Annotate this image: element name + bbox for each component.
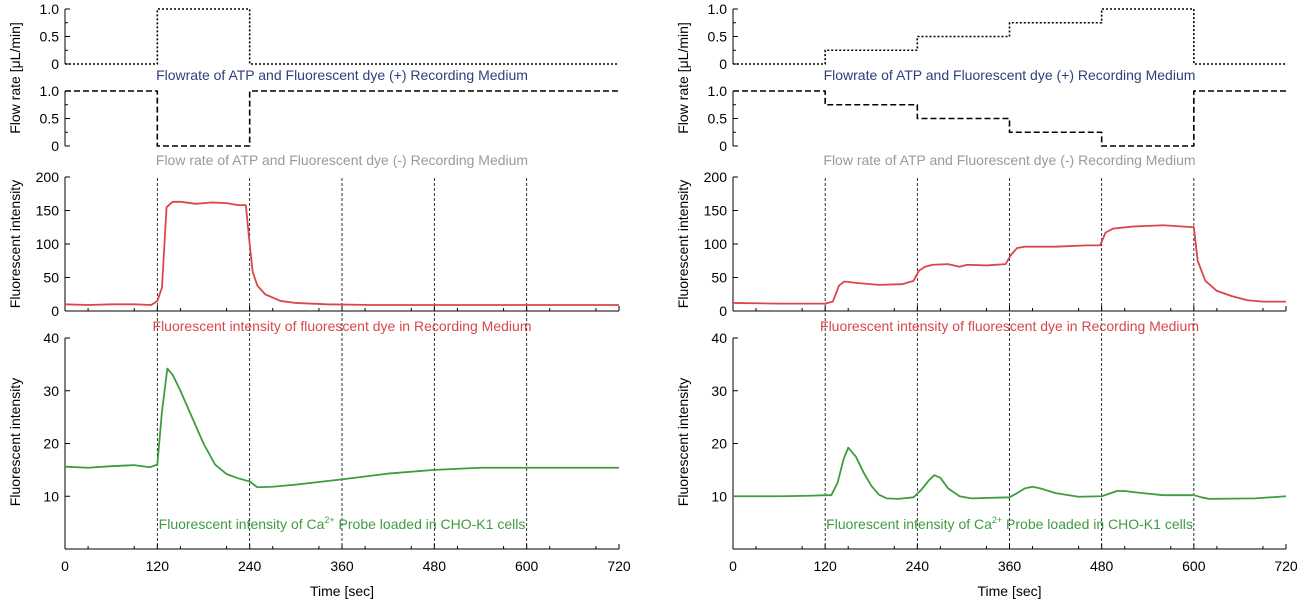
left-y-title-dye: Fluorescent intensity bbox=[7, 180, 23, 308]
left-x-axis-title: Time [sec] bbox=[310, 583, 374, 599]
right-flow-plus-series-line bbox=[733, 8, 1286, 65]
right-xtick-label: 240 bbox=[906, 558, 930, 574]
left-xtick-label: 600 bbox=[515, 558, 539, 574]
right-ca-series-line bbox=[733, 446, 1287, 500]
left-xtick-label: 360 bbox=[330, 558, 354, 574]
right-xtick-label: 720 bbox=[1274, 558, 1298, 574]
left-dye-ytick-label: 150 bbox=[36, 203, 60, 219]
right-xtick-label: 600 bbox=[1182, 558, 1206, 574]
left-flow-plus-ytick-label: 1.0 bbox=[40, 1, 60, 17]
left-y-title-flow: Flow rate [μL/min] bbox=[7, 22, 23, 134]
right-y-title-ca: Fluorescent intensity bbox=[675, 378, 691, 506]
left-xtick-label: 720 bbox=[607, 558, 631, 574]
left-dye-ytick-label: 0 bbox=[51, 303, 59, 319]
left-dye-series-line bbox=[64, 200, 619, 306]
right-xtick-label: 0 bbox=[729, 558, 737, 574]
right-flow-minus-caption: Flow rate of ATP and Fluorescent dye (-)… bbox=[823, 152, 1195, 168]
right-flow-minus-ytick-label: 1.0 bbox=[708, 83, 728, 99]
left-xtick-label: 120 bbox=[146, 558, 170, 574]
left-ca-ytick-label: 40 bbox=[43, 330, 59, 346]
right-flow-plus-ytick-label: 0.5 bbox=[708, 29, 728, 45]
right-ca-ytick-label: 40 bbox=[711, 330, 727, 346]
right-dye-ytick-label: 50 bbox=[711, 270, 727, 286]
left-dye-ytick-label: 50 bbox=[43, 270, 59, 286]
left-dye-ytick-label: 200 bbox=[36, 169, 60, 185]
left-flow-minus-series-line bbox=[65, 90, 619, 147]
right-ca-ytick-label: 30 bbox=[711, 383, 727, 399]
right-y-title-dye: Fluorescent intensity bbox=[675, 180, 691, 308]
right-dye-ytick-label: 150 bbox=[704, 203, 728, 219]
right-dye-ytick-label: 0 bbox=[719, 303, 727, 319]
right-xtick-label: 480 bbox=[1090, 558, 1114, 574]
left-flow-minus-ytick-label: 0.5 bbox=[40, 111, 60, 127]
left-dye-ytick-label: 100 bbox=[36, 236, 60, 252]
left-dye-caption: Fluorescent intensity of fluorescent dye… bbox=[153, 318, 532, 334]
right-flow-plus-caption: Flowrate of ATP and Fluorescent dye (+) … bbox=[824, 67, 1196, 83]
right-flow-plus-ytick-label: 0 bbox=[719, 56, 727, 72]
right-xtick-label: 360 bbox=[998, 558, 1022, 574]
left-ca-ytick-label: 30 bbox=[43, 383, 59, 399]
right-dye-series-line bbox=[732, 224, 1286, 305]
left-flow-plus-caption: Flowrate of ATP and Fluorescent dye (+) … bbox=[156, 67, 528, 83]
left-xtick-label: 480 bbox=[423, 558, 447, 574]
left-xtick-label: 0 bbox=[61, 558, 69, 574]
left-xtick-label: 240 bbox=[238, 558, 262, 574]
right-flow-plus-ytick-label: 1.0 bbox=[708, 1, 728, 17]
left-flow-plus-ytick-label: 0 bbox=[51, 56, 59, 72]
left-flow-plus-series-line bbox=[65, 8, 619, 65]
left-ca-ytick-label: 10 bbox=[43, 488, 59, 504]
right-dye-ytick-label: 100 bbox=[704, 236, 728, 252]
right-xtick-label: 120 bbox=[813, 558, 837, 574]
right-x-axis-title: Time [sec] bbox=[977, 583, 1041, 599]
left-ca-caption: Fluorescent intensity of Ca2+ Probe load… bbox=[159, 515, 526, 532]
right-ca-ytick-label: 10 bbox=[711, 488, 727, 504]
left-ca-series-line bbox=[64, 367, 619, 489]
right-ca-ytick-label: 20 bbox=[711, 436, 727, 452]
right-dye-ytick-label: 200 bbox=[704, 169, 728, 185]
right-dye-caption: Fluorescent intensity of fluorescent dye… bbox=[820, 318, 1199, 334]
right-flow-minus-ytick-label: 0 bbox=[719, 138, 727, 154]
right-flow-minus-ytick-label: 0.5 bbox=[708, 111, 728, 127]
left-ca-ytick-label: 20 bbox=[43, 436, 59, 452]
left-flow-minus-ytick-label: 1.0 bbox=[40, 83, 60, 99]
left-y-title-ca: Fluorescent intensity bbox=[7, 378, 23, 506]
left-flow-plus-ytick-label: 0.5 bbox=[40, 29, 60, 45]
right-flow-minus-series-line bbox=[733, 90, 1286, 147]
right-y-title-flow: Flow rate [μL/min] bbox=[675, 22, 691, 134]
left-flow-minus-ytick-label: 0 bbox=[51, 138, 59, 154]
left-flow-minus-caption: Flow rate of ATP and Fluorescent dye (-)… bbox=[156, 152, 528, 168]
right-ca-caption: Fluorescent intensity of Ca2+ Probe load… bbox=[826, 515, 1193, 532]
